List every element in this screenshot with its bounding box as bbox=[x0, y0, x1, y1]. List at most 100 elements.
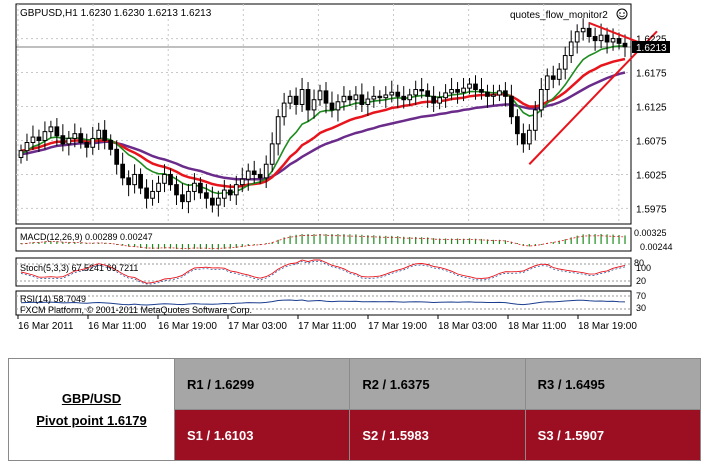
candle-body bbox=[449, 89, 454, 94]
candle bbox=[413, 80, 419, 106]
macd-bar bbox=[510, 241, 512, 244]
candle-body bbox=[520, 133, 526, 145]
r1-cell: R1 / 1.6299 bbox=[173, 358, 351, 410]
candle-body bbox=[210, 197, 215, 206]
stoch-tick-80: 80 bbox=[634, 258, 644, 268]
smiley-icon bbox=[616, 8, 628, 20]
s1-cell: S1 / 1.6103 bbox=[173, 409, 351, 461]
price-tick-label: 1.6025 bbox=[636, 170, 667, 181]
price-tick-label: 1.6225 bbox=[636, 35, 667, 46]
macd-bar bbox=[373, 235, 375, 244]
macd-bar bbox=[139, 244, 142, 248]
macd-bar bbox=[450, 238, 453, 244]
time-tick-label: 17 Mar 11:00 bbox=[298, 321, 357, 332]
candle-body bbox=[186, 190, 191, 203]
candle-body bbox=[550, 75, 556, 80]
macd-bar bbox=[307, 234, 309, 244]
time-tick-label: 18 Mar 19:00 bbox=[578, 321, 637, 332]
candle-body bbox=[455, 89, 460, 93]
price-tick-label: 1.6175 bbox=[636, 69, 667, 80]
candle-body bbox=[192, 182, 197, 192]
macd-bar bbox=[92, 242, 94, 244]
macd-histogram bbox=[20, 234, 626, 250]
main-panel-frame bbox=[15, 3, 632, 225]
candle-body bbox=[233, 184, 239, 196]
candle-body bbox=[359, 94, 365, 105]
macd-bar bbox=[504, 240, 507, 244]
candle bbox=[210, 186, 215, 213]
stoch-signal-line bbox=[20, 260, 626, 285]
candle-body bbox=[227, 189, 233, 196]
candle bbox=[180, 183, 185, 210]
macd-bar bbox=[433, 238, 435, 244]
candle-body bbox=[407, 94, 413, 101]
macd-bar bbox=[540, 244, 542, 245]
s2-cell: S2 / 1.5983 bbox=[349, 409, 526, 461]
candle-body bbox=[144, 187, 149, 199]
rsi-line bbox=[16, 295, 631, 310]
macd-bar bbox=[379, 235, 381, 244]
stoch-tick-100: 100 bbox=[636, 263, 651, 273]
macd-bar bbox=[397, 236, 399, 244]
macd-bar bbox=[427, 237, 429, 244]
candle-body bbox=[293, 95, 299, 105]
price-chart: 1.6225 1.6175 1.6125 1.6075 1.6025 1.5975 GBP… bbox=[15, 3, 673, 332]
moving-averages bbox=[20, 45, 626, 195]
macd-tick-bottom: 0.00244 bbox=[640, 242, 673, 252]
time-tick-label: 17 Mar 19:00 bbox=[368, 321, 427, 332]
macd-bar bbox=[163, 244, 166, 249]
candle bbox=[257, 168, 263, 184]
macd-bar bbox=[600, 234, 602, 244]
s3-cell: S3 / 1.5907 bbox=[524, 409, 702, 461]
macd-bar bbox=[534, 244, 536, 246]
macd-bar bbox=[271, 242, 273, 244]
candle-body bbox=[204, 192, 209, 199]
candle bbox=[48, 120, 54, 138]
time-tick-label: 18 Mar 03:00 bbox=[438, 321, 497, 332]
macd-bar bbox=[588, 234, 590, 244]
candle-body bbox=[251, 170, 257, 175]
candle bbox=[287, 90, 293, 110]
candle-body bbox=[18, 150, 24, 158]
rsi-label: RSI(14) 58.7049 bbox=[20, 294, 86, 304]
candle-body bbox=[120, 163, 126, 179]
candle-body bbox=[174, 184, 179, 196]
candle bbox=[96, 122, 102, 150]
candle bbox=[353, 86, 359, 110]
time-tick-label: 16 Mar 2011 bbox=[18, 321, 74, 332]
candle bbox=[592, 27, 598, 51]
macd-bar bbox=[253, 244, 255, 246]
price-tick-label: 1.6125 bbox=[636, 103, 667, 114]
candle-body bbox=[156, 182, 161, 192]
macd-bar bbox=[355, 234, 357, 244]
candle-body bbox=[401, 95, 407, 101]
candle-body bbox=[90, 137, 96, 148]
candle bbox=[431, 86, 436, 112]
candle-body bbox=[580, 27, 586, 33]
resistance-row: GBP/USD Pivot point 1.6179 R1 / 1.6299 R… bbox=[8, 358, 702, 461]
macd-bar bbox=[104, 242, 106, 244]
candle bbox=[383, 86, 389, 108]
macd-bar bbox=[205, 244, 207, 250]
ema-green-line bbox=[20, 45, 625, 195]
candle bbox=[341, 86, 347, 111]
candle-body bbox=[78, 133, 84, 144]
candle-body bbox=[616, 38, 622, 44]
macd-bar bbox=[474, 238, 477, 244]
macd-bar bbox=[38, 242, 40, 244]
macd-bar bbox=[564, 239, 566, 244]
macd-bar bbox=[50, 240, 52, 244]
candle bbox=[36, 129, 42, 153]
candle-body bbox=[341, 95, 347, 103]
candle bbox=[84, 133, 90, 158]
candle bbox=[371, 86, 377, 108]
candle bbox=[102, 120, 108, 150]
candle-body bbox=[497, 90, 502, 96]
candle bbox=[78, 127, 84, 149]
candle-body bbox=[353, 94, 359, 101]
candle bbox=[401, 86, 407, 109]
macd-bar bbox=[582, 234, 584, 244]
candle-body bbox=[538, 89, 544, 111]
candle bbox=[485, 84, 490, 108]
macd-bar bbox=[199, 244, 202, 250]
